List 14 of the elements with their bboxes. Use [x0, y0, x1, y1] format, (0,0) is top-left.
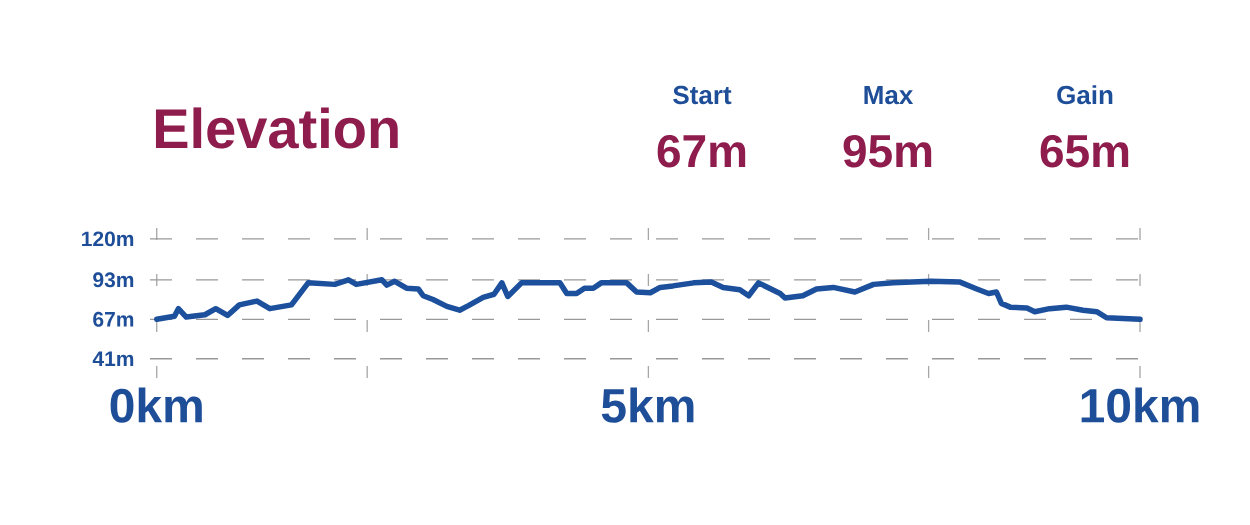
- chart-title: Elevation: [155, 107, 398, 149]
- text: Gain: [1057, 85, 1113, 105]
- text: Start: [673, 85, 732, 105]
- text: 65m: [1040, 134, 1129, 168]
- y-tick-label: 120m: [82, 231, 134, 247]
- x-tick-label: 0km: [110, 387, 202, 423]
- y-tick-label: 41m: [92, 351, 134, 366]
- y-tick-label: 93m: [93, 272, 134, 288]
- text: 67m: [657, 134, 746, 168]
- x-tick-label: 5km: [601, 387, 694, 423]
- text: 95m: [843, 134, 932, 168]
- text: Max: [864, 86, 914, 105]
- y-tick-label: 67m: [93, 311, 134, 327]
- x-tick-label: 10km: [1081, 387, 1199, 423]
